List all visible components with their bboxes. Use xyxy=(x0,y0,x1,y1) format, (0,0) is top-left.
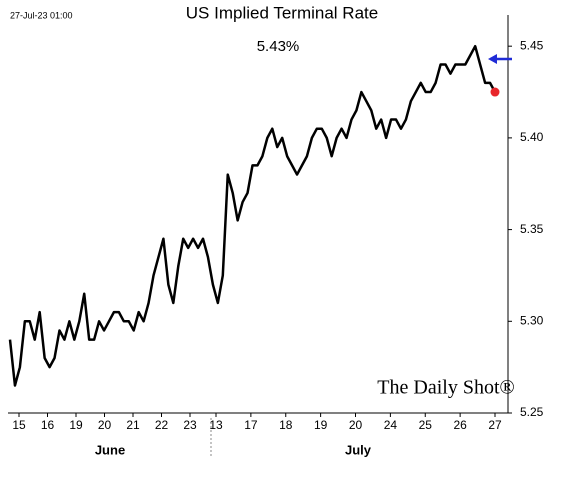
x-tick-label: 23 xyxy=(183,418,197,432)
x-tick-label: 19 xyxy=(69,418,83,432)
x-tick-label: 24 xyxy=(384,418,398,432)
x-tick-label: 20 xyxy=(98,418,112,432)
arrow-head xyxy=(488,54,497,64)
x-tick-label: 21 xyxy=(126,418,140,432)
y-tick-label: 5.45 xyxy=(520,38,544,52)
chart-title: US Implied Terminal Rate xyxy=(186,3,378,22)
watermark: The Daily Shot® xyxy=(377,377,514,399)
x-tick-label: 22 xyxy=(155,418,169,432)
x-tick-label: 15 xyxy=(12,418,26,432)
x-tick-label: 13 xyxy=(209,418,223,432)
x-tick-label: 18 xyxy=(279,418,293,432)
last-point xyxy=(490,87,500,97)
x-tick-label: 19 xyxy=(314,418,328,432)
annotation: 5.43% xyxy=(257,38,300,55)
x-tick-label: 16 xyxy=(41,418,55,432)
y-tick-label: 5.30 xyxy=(520,313,544,327)
y-tick-label: 5.40 xyxy=(520,130,544,144)
x-tick-label: 25 xyxy=(419,418,433,432)
group-label: June xyxy=(95,442,125,457)
x-tick-label: 26 xyxy=(453,418,467,432)
y-tick-label: 5.35 xyxy=(520,222,544,236)
line xyxy=(8,44,497,387)
timestamp: 27-Jul-23 01:00 xyxy=(10,10,73,20)
group-label: July xyxy=(345,442,372,457)
x-tick-label: 17 xyxy=(244,418,258,432)
y-tick-label: 5.25 xyxy=(520,405,544,419)
x-tick-label: 20 xyxy=(349,418,363,432)
x-tick-label: 27 xyxy=(488,418,502,432)
